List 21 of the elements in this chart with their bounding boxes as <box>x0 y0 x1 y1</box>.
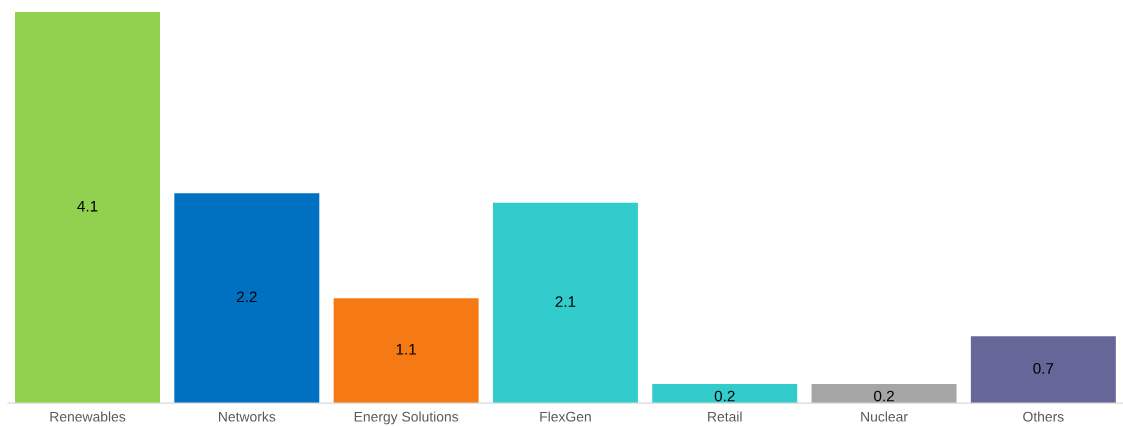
x-tick-label: Retail <box>708 411 742 422</box>
data-label: 2.1 <box>555 296 576 307</box>
x-tick-label: Networks <box>219 411 276 422</box>
data-label: 0.2 <box>874 390 894 402</box>
x-tick-label: Nuclear <box>861 411 908 422</box>
bar <box>174 193 320 404</box>
data-label: 4.1 <box>77 200 98 212</box>
data-label: 2.2 <box>236 291 257 303</box>
x-tick-label: Others <box>1023 411 1064 422</box>
x-tick-label: Renewables <box>50 411 126 422</box>
data-label: 0.7 <box>1033 362 1054 374</box>
x-tick-label: Energy Solutions <box>354 411 459 425</box>
data-label: 0.2 <box>714 390 735 402</box>
bar <box>15 11 160 404</box>
bar <box>970 336 1116 404</box>
x-tick-label: FlexGen <box>540 411 591 422</box>
bar <box>333 298 479 404</box>
bar <box>492 202 638 404</box>
data-label: 1.1 <box>396 344 416 355</box>
bar <box>652 384 798 404</box>
bar <box>811 384 957 404</box>
